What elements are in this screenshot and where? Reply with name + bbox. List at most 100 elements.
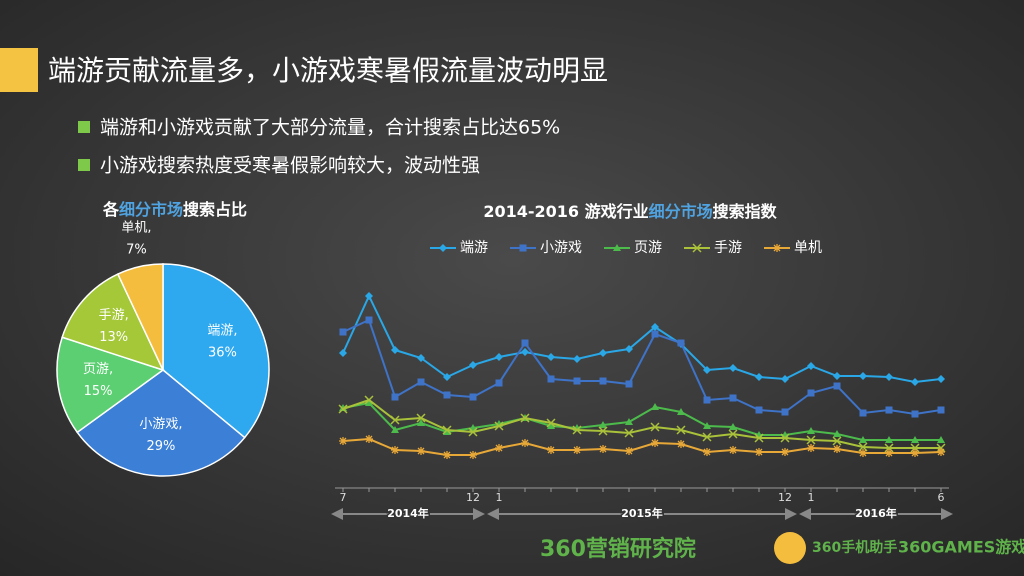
- point: [677, 408, 685, 415]
- title-part: 搜索占比: [183, 200, 247, 219]
- bullet-icon: [78, 121, 90, 133]
- point: [651, 439, 659, 447]
- point: [859, 409, 867, 417]
- point: [833, 445, 841, 453]
- point: [703, 396, 711, 404]
- point: [469, 393, 477, 401]
- series-line: [342, 318, 942, 416]
- point: [495, 353, 503, 361]
- slice-label: 小游戏,: [139, 417, 182, 432]
- pie-slice: [76, 369, 246, 477]
- point: [521, 339, 529, 347]
- point: [443, 428, 451, 435]
- point: [469, 361, 477, 369]
- point: [833, 372, 841, 380]
- point: [547, 353, 555, 361]
- slice-value: 13%: [99, 330, 128, 345]
- point: [807, 389, 815, 397]
- point: [391, 446, 399, 454]
- point: [651, 330, 659, 338]
- point: [755, 373, 763, 381]
- point: [339, 349, 347, 357]
- point: [937, 448, 945, 456]
- point: [807, 362, 815, 370]
- point: [439, 244, 447, 252]
- point: [573, 355, 581, 363]
- title-part: 细分市场: [119, 200, 183, 219]
- point: [547, 446, 555, 454]
- series-line: [342, 398, 941, 449]
- point: [365, 316, 373, 324]
- slice-label: 端游,: [207, 324, 237, 339]
- point: [390, 415, 400, 425]
- point: [599, 349, 607, 357]
- footer-logo: 360手机助手: [812, 539, 897, 556]
- point: [858, 442, 868, 452]
- point: [599, 377, 607, 385]
- point: [729, 423, 737, 430]
- point: [754, 433, 764, 443]
- point: [364, 395, 374, 405]
- title-accent: [0, 48, 38, 92]
- point: [911, 436, 919, 443]
- point: [833, 382, 841, 390]
- point: [625, 345, 633, 353]
- point: [773, 244, 781, 252]
- point: [807, 427, 815, 434]
- point: [546, 418, 556, 428]
- period-label: 2016年: [855, 506, 897, 520]
- point: [911, 410, 919, 418]
- point: [417, 419, 425, 426]
- point: [391, 346, 399, 354]
- point: [365, 435, 373, 443]
- point: [416, 413, 426, 423]
- point: [417, 378, 425, 386]
- point: [521, 348, 529, 356]
- x-tick-label: 12: [466, 491, 480, 504]
- point: [495, 444, 503, 452]
- point: [651, 323, 659, 331]
- point: [859, 436, 867, 443]
- point: [781, 375, 789, 383]
- point: [442, 425, 452, 435]
- point: [833, 430, 841, 437]
- point: [832, 436, 842, 446]
- point: [519, 244, 527, 252]
- pie-slice: [116, 263, 164, 371]
- point: [573, 446, 581, 454]
- point: [885, 373, 893, 381]
- point: [755, 448, 763, 456]
- point: [391, 393, 399, 401]
- point: [729, 364, 737, 372]
- point: [365, 292, 373, 300]
- bullet: 小游戏搜索热度受寒暑假影响较大，波动性强: [100, 155, 480, 177]
- x-tick-label: 7: [340, 491, 347, 504]
- series-line: [342, 437, 942, 456]
- point: [338, 404, 348, 414]
- point: [495, 379, 503, 387]
- point: [417, 354, 425, 362]
- point: [443, 451, 451, 459]
- point: [755, 406, 763, 414]
- point: [676, 425, 686, 435]
- point: [885, 406, 893, 414]
- slice-value: 29%: [146, 439, 175, 454]
- point: [703, 422, 711, 429]
- point: [624, 428, 634, 438]
- point: [781, 448, 789, 456]
- point: [573, 377, 581, 385]
- point: [443, 373, 451, 381]
- pie-slice: [56, 336, 165, 434]
- legend-label: 端游: [460, 240, 488, 256]
- pie-slice: [162, 263, 270, 439]
- point: [339, 437, 347, 445]
- point: [937, 406, 945, 414]
- legend-label: 小游戏: [540, 240, 582, 256]
- footer-logo: 360GAMES游戏: [898, 538, 1024, 557]
- point: [806, 435, 816, 445]
- point: [781, 408, 789, 416]
- x-tick-label: 12: [778, 491, 792, 504]
- point: [391, 426, 399, 433]
- point: [859, 449, 867, 457]
- point: [651, 403, 659, 410]
